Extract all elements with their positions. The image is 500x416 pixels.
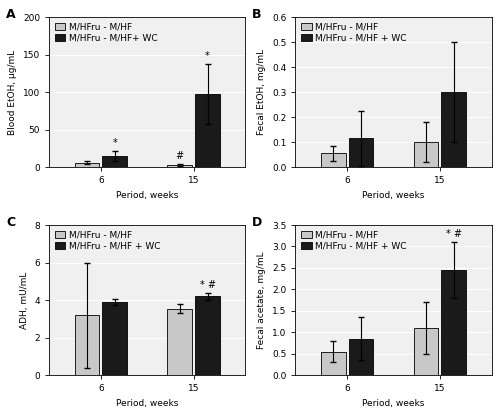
Text: *: *	[112, 138, 117, 148]
Bar	[74, 315, 100, 375]
Bar	[321, 352, 345, 375]
Text: B: B	[252, 8, 262, 21]
Text: #: #	[176, 151, 184, 161]
Bar	[168, 165, 192, 167]
X-axis label: Period, weeks: Period, weeks	[116, 191, 178, 200]
Bar	[442, 270, 466, 375]
Bar	[348, 139, 374, 167]
Y-axis label: Fecal acetate, mg/mL: Fecal acetate, mg/mL	[258, 251, 266, 349]
Bar	[321, 154, 345, 167]
Text: C: C	[6, 216, 15, 229]
Y-axis label: Fecal EtOH, mg/mL: Fecal EtOH, mg/mL	[258, 49, 266, 135]
Text: A: A	[6, 8, 16, 21]
Bar	[414, 328, 438, 375]
Legend: M/HFru - M/HF, M/HFru - M/HF+ WC: M/HFru - M/HF, M/HFru - M/HF+ WC	[54, 22, 158, 43]
Bar	[442, 92, 466, 167]
Legend: M/HFru - M/HF, M/HFru - M/HF + WC: M/HFru - M/HF, M/HFru - M/HF + WC	[300, 230, 408, 251]
Bar	[102, 156, 127, 167]
Bar	[195, 94, 220, 167]
Bar	[168, 309, 192, 375]
Text: * #: * #	[200, 280, 216, 290]
X-axis label: Period, weeks: Period, weeks	[116, 399, 178, 408]
Bar	[414, 142, 438, 167]
X-axis label: Period, weeks: Period, weeks	[362, 191, 424, 200]
Bar	[102, 302, 127, 375]
Y-axis label: ADH, mU/mL: ADH, mU/mL	[20, 271, 29, 329]
X-axis label: Period, weeks: Period, weeks	[362, 399, 424, 408]
Legend: M/HFru - M/HF, M/HFru - M/HF + WC: M/HFru - M/HF, M/HFru - M/HF + WC	[54, 230, 162, 251]
Bar	[195, 296, 220, 375]
Y-axis label: Blood EtOH, μg/mL: Blood EtOH, μg/mL	[8, 50, 18, 135]
Text: *: *	[205, 51, 210, 61]
Bar	[74, 163, 100, 167]
Text: * #: * #	[446, 229, 462, 239]
Bar	[348, 339, 374, 375]
Legend: M/HFru - M/HF, M/HFru - M/HF + WC: M/HFru - M/HF, M/HFru - M/HF + WC	[300, 22, 408, 43]
Text: D: D	[252, 216, 262, 229]
